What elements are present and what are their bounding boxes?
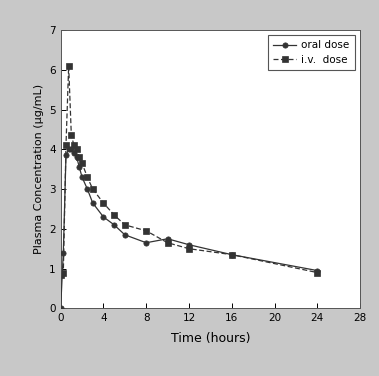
- oral dose: [85, 187, 90, 191]
- i.v.  dose: [58, 272, 63, 277]
- i.v.  dose: [80, 161, 84, 165]
- oral dose: [80, 175, 84, 179]
- Legend: oral dose, i.v.  dose: oral dose, i.v. dose: [268, 35, 355, 70]
- oral dose: [61, 250, 66, 255]
- oral dose: [64, 153, 68, 158]
- oral dose: [91, 201, 95, 205]
- i.v.  dose: [91, 187, 95, 191]
- i.v.  dose: [165, 241, 170, 245]
- i.v.  dose: [229, 252, 234, 257]
- oral dose: [187, 243, 191, 247]
- i.v.  dose: [315, 270, 319, 275]
- i.v.  dose: [69, 133, 74, 138]
- oral dose: [77, 165, 81, 170]
- oral dose: [315, 268, 319, 273]
- oral dose: [74, 155, 79, 159]
- i.v.  dose: [61, 270, 66, 275]
- i.v.  dose: [112, 213, 116, 217]
- oral dose: [165, 237, 170, 241]
- i.v.  dose: [144, 229, 149, 233]
- oral dose: [144, 241, 149, 245]
- Y-axis label: Plasma Concentration (µg/mL): Plasma Concentration (µg/mL): [34, 84, 44, 254]
- X-axis label: Time (hours): Time (hours): [171, 332, 250, 344]
- i.v.  dose: [72, 143, 76, 148]
- oral dose: [122, 232, 127, 237]
- oral dose: [69, 147, 74, 152]
- i.v.  dose: [122, 223, 127, 227]
- i.v.  dose: [85, 175, 90, 179]
- Line: i.v.  dose: i.v. dose: [58, 63, 320, 277]
- oral dose: [229, 252, 234, 257]
- oral dose: [58, 306, 63, 311]
- i.v.  dose: [66, 64, 71, 68]
- oral dose: [101, 215, 106, 219]
- oral dose: [72, 151, 76, 156]
- oral dose: [66, 147, 71, 152]
- oral dose: [112, 223, 116, 227]
- i.v.  dose: [64, 143, 68, 148]
- i.v.  dose: [101, 201, 106, 205]
- Line: oral dose: oral dose: [58, 147, 320, 311]
- i.v.  dose: [74, 147, 79, 152]
- i.v.  dose: [77, 155, 81, 159]
- i.v.  dose: [187, 246, 191, 251]
